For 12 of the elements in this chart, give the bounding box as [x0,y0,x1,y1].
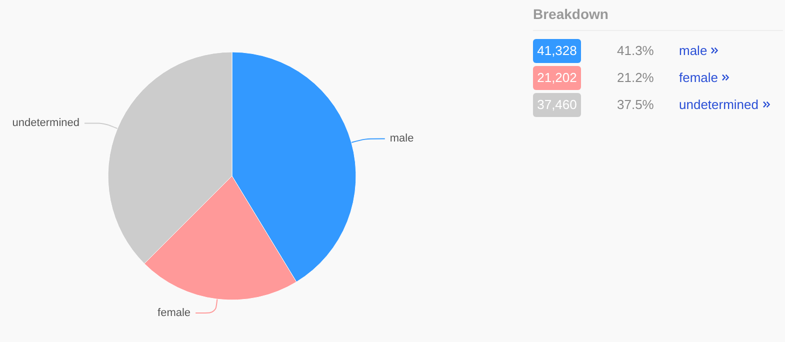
text: 21,202 [533,66,581,90]
text: 37.5% [617,97,655,112]
category-label: female [679,70,718,85]
slice-label: female [158,307,191,320]
slice-label: undetermined [12,117,80,130]
slice-label: male [390,132,414,145]
category-label: undetermined [679,97,758,112]
text: 21.2% [617,70,655,85]
text: 41,328 [533,38,581,62]
legend-title: Breakdown [533,2,783,31]
category-label: male [679,43,708,58]
text: 41.3% [617,43,655,58]
